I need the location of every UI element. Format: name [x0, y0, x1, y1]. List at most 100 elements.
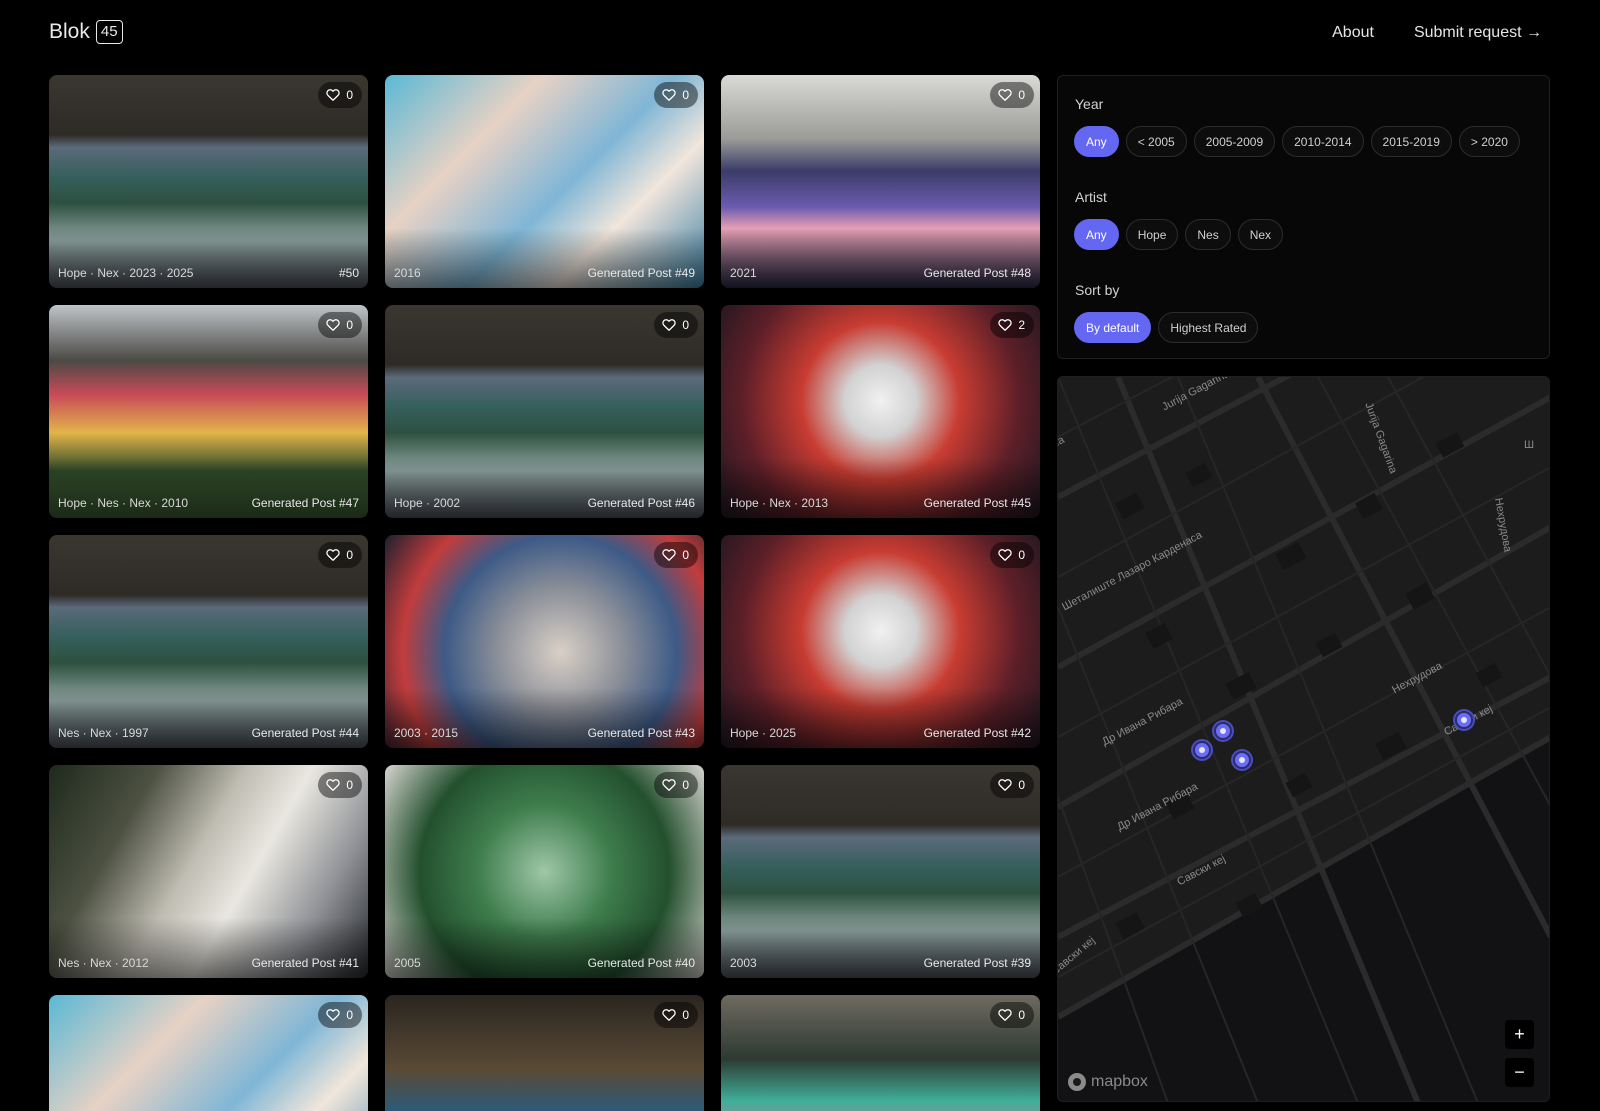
year-filter-chip[interactable]: 2010-2014 [1282, 126, 1364, 157]
post-card[interactable]: 0 [721, 995, 1040, 1111]
like-button[interactable]: 0 [318, 772, 362, 798]
map-pin[interactable] [1214, 722, 1232, 740]
map-pin[interactable] [1455, 711, 1473, 729]
post-title: Generated Post #47 [251, 496, 359, 510]
top-nav: About Submit request → [1332, 24, 1542, 42]
post-card[interactable]: 0 Hope · Nes · Nex · 2010 Generated Post #… [49, 305, 368, 518]
like-button[interactable]: 2 [990, 312, 1034, 338]
post-card[interactable]: 0 Hope · 2002 Generated Post #46 [385, 305, 704, 518]
like-button[interactable]: 0 [654, 772, 698, 798]
post-title: Generated Post #39 [923, 956, 1031, 970]
post-meta: Hope · Nes · Nex · 2010 [58, 496, 189, 510]
year-filter-chip[interactable]: 2015-2019 [1370, 126, 1452, 157]
post-meta: 2021 [730, 266, 757, 280]
like-count: 0 [346, 778, 353, 792]
heart-icon [998, 88, 1013, 102]
heart-icon [998, 318, 1013, 332]
heart-icon [326, 1008, 341, 1022]
post-card[interactable]: 0 [385, 995, 704, 1111]
like-button[interactable]: 0 [990, 542, 1034, 568]
post-card[interactable]: 0 2005 Generated Post #40 [385, 765, 704, 978]
post-card[interactable]: 0 Hope · Nex · 2023 · 2025 #50 [49, 75, 368, 288]
artist-filter-chip[interactable]: Any [1074, 219, 1119, 250]
heart-icon [662, 548, 677, 562]
post-caption-shade [721, 688, 1040, 748]
like-count: 0 [1018, 548, 1025, 562]
post-meta: Hope · Nex · 2023 · 2025 [58, 266, 194, 280]
post-meta: 2003 · 2015 [394, 726, 459, 740]
post-card[interactable]: 0 [49, 995, 368, 1111]
year-filter-chip[interactable]: < 2005 [1125, 126, 1187, 157]
post-caption-shade [385, 458, 704, 518]
like-button[interactable]: 0 [318, 312, 362, 338]
post-card[interactable]: 2 Hope · Nex · 2013 Generated Post #45 [721, 305, 1040, 518]
post-title: Generated Post #48 [923, 266, 1031, 280]
post-card[interactable]: 0 Hope · 2025 Generated Post #42 [721, 535, 1040, 748]
year-filter-chip[interactable]: Any [1074, 126, 1119, 157]
post-card[interactable]: 0 Nes · Nex · 2012 Generated Post #41 [49, 765, 368, 978]
like-button[interactable]: 0 [318, 1002, 362, 1028]
like-button[interactable]: 0 [654, 82, 698, 108]
post-card[interactable]: 0 2003 · 2015 Generated Post #43 [385, 535, 704, 748]
year-filter-chip[interactable]: > 2020 [1458, 126, 1520, 157]
posts-grid: 0 Hope · Nex · 2023 · 2025 #50 0 2016 Generat… [49, 75, 1040, 1111]
post-card[interactable]: 0 Nes · Nex · 1997 Generated Post #44 [49, 535, 368, 748]
artist-filter-chip[interactable]: Nex [1237, 219, 1284, 250]
heart-icon [662, 318, 677, 332]
sort-option-chip[interactable]: By default [1074, 312, 1152, 343]
like-button[interactable]: 0 [654, 1002, 698, 1028]
zoom-out-button[interactable]: − [1505, 1058, 1534, 1087]
brand-badge: 45 [95, 20, 123, 44]
mapbox-attribution[interactable]: mapbox [1068, 1073, 1148, 1091]
artist-filter-chip[interactable]: Nes [1185, 219, 1231, 250]
post-meta: Hope · 2025 [730, 726, 797, 740]
like-button[interactable]: 0 [654, 542, 698, 568]
post-meta: 2003 [730, 956, 757, 970]
like-button[interactable]: 0 [318, 542, 362, 568]
post-card[interactable]: 0 2003 Generated Post #39 [721, 765, 1040, 978]
like-count: 0 [682, 778, 689, 792]
map-pin[interactable] [1193, 741, 1211, 759]
header: Blok 45 About Submit request → [0, 0, 1600, 68]
like-count: 0 [682, 88, 689, 102]
sort-option-chip[interactable]: Highest Rated [1158, 312, 1259, 343]
post-title: Generated Post #42 [923, 726, 1031, 740]
zoom-in-button[interactable]: + [1505, 1020, 1534, 1049]
post-image [721, 995, 1040, 1111]
like-count: 0 [346, 88, 353, 102]
heart-icon [326, 778, 341, 792]
like-count: 0 [346, 1008, 353, 1022]
post-caption-shade [385, 918, 704, 978]
year-filter-label: Year [1075, 96, 1104, 112]
brand-logo[interactable]: Blok 45 [49, 20, 123, 44]
like-count: 0 [346, 548, 353, 562]
mapbox-text: mapbox [1091, 1073, 1148, 1090]
post-card[interactable]: 0 2016 Generated Post #49 [385, 75, 704, 288]
heart-icon [326, 88, 341, 102]
map-pin[interactable] [1233, 751, 1251, 769]
like-button[interactable]: 0 [318, 82, 362, 108]
like-button[interactable]: 0 [990, 772, 1034, 798]
heart-icon [326, 548, 341, 562]
heart-icon [998, 548, 1013, 562]
post-card[interactable]: 0 2021 Generated Post #48 [721, 75, 1040, 288]
post-meta: Nes · Nex · 1997 [58, 726, 149, 740]
post-image [385, 995, 704, 1111]
map-streets [1058, 377, 1549, 1101]
like-count: 0 [346, 318, 353, 332]
map[interactable]: Jurija Gagarina Jurija Gagarina Шеталиште … [1057, 376, 1550, 1102]
post-meta: 2016 [394, 266, 421, 280]
post-caption-shade [385, 228, 704, 288]
heart-icon [326, 318, 341, 332]
year-filter-chip[interactable]: 2005-2009 [1193, 126, 1276, 157]
like-count: 0 [1018, 88, 1025, 102]
submit-request-link[interactable]: Submit request → [1413, 24, 1542, 41]
like-button[interactable]: 0 [990, 82, 1034, 108]
like-button[interactable]: 0 [654, 312, 698, 338]
filters-panel: Year Any < 2005 2005-2009 2010-2014 2015-201… [1057, 75, 1550, 359]
artist-filter-chip[interactable]: Hope [1125, 219, 1179, 250]
heart-icon [998, 778, 1013, 792]
brand-name: Blok [49, 20, 90, 43]
about-link[interactable]: About [1332, 24, 1374, 41]
like-button[interactable]: 0 [990, 1002, 1034, 1028]
